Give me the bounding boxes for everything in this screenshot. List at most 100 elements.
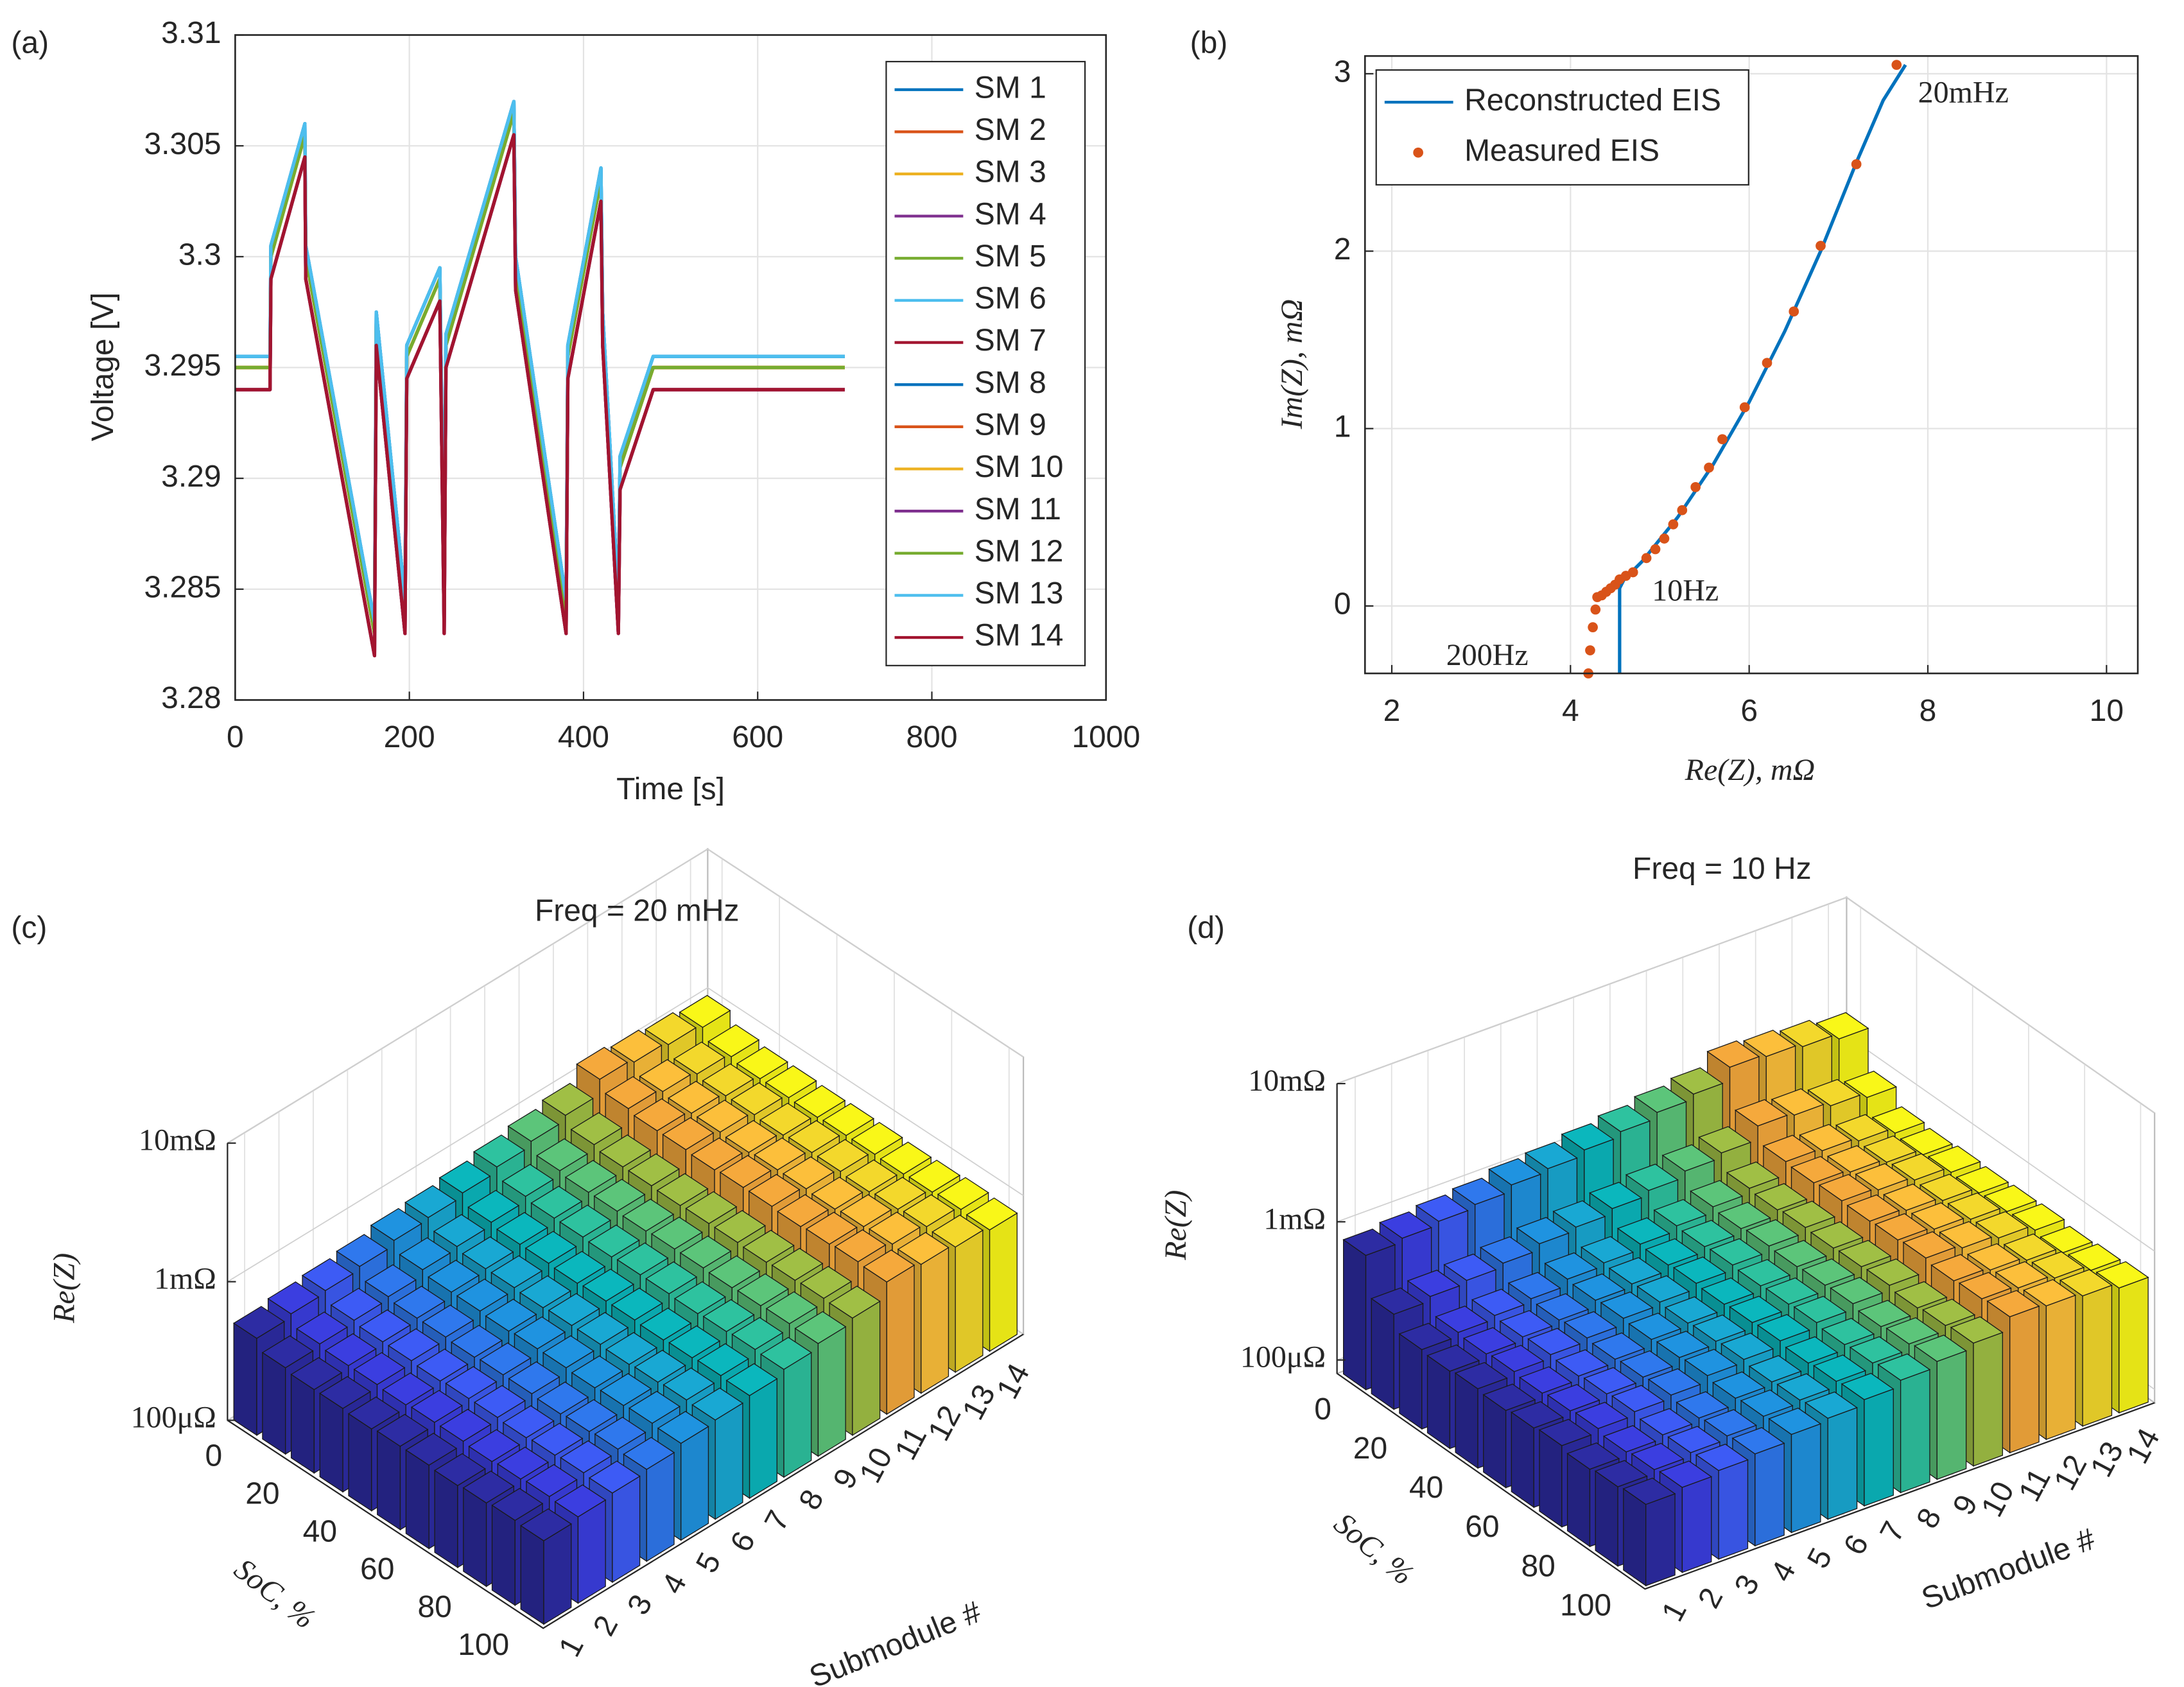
bar-top <box>519 1275 571 1308</box>
bar-top <box>800 1266 853 1299</box>
bar-top <box>1698 1126 1752 1154</box>
bar-top <box>1950 1316 2004 1344</box>
bar-top <box>1452 1177 1505 1206</box>
x-tick-label: 2 <box>1383 694 1401 728</box>
bar-top <box>1676 1391 1729 1419</box>
bar-front <box>680 1426 709 1541</box>
y-tick-label: 20 <box>1353 1432 1387 1466</box>
bar-top <box>817 1139 869 1172</box>
bar-top <box>1835 1114 1889 1141</box>
bar-top <box>1902 1231 1956 1259</box>
bar-top <box>1661 1144 1715 1172</box>
bar-top <box>1863 1135 1917 1163</box>
bar-top <box>336 1234 388 1267</box>
legend-label: SM 1 <box>975 71 1046 105</box>
x-tick-label: 4 <box>1562 694 1579 728</box>
x-tick-label: 1 <box>553 1631 591 1662</box>
bar-top <box>1939 1221 1993 1249</box>
bar-top <box>537 1381 589 1415</box>
bar-top <box>1600 1291 1654 1319</box>
bar-front <box>1864 1388 1894 1507</box>
bar-top <box>1555 1349 1609 1377</box>
bar-top <box>1975 1211 2029 1239</box>
legend-box <box>1375 69 1749 186</box>
x-tick-label: 0 <box>227 720 244 754</box>
bar-top <box>1821 1317 1875 1345</box>
bar-top <box>382 1372 435 1406</box>
chart-title: Freq = 20 mHz <box>535 894 740 928</box>
x-tick-label: 12 <box>2048 1449 2094 1496</box>
bar-top <box>708 1255 761 1288</box>
bar-top <box>1813 1354 1867 1382</box>
legend-label: SM 6 <box>975 282 1046 316</box>
bar-top <box>1927 1145 1981 1173</box>
bar-side <box>262 1351 286 1455</box>
bar <box>1622 1477 1676 1587</box>
bar-top <box>1849 1336 1903 1364</box>
bar-top <box>524 1231 577 1264</box>
bar-top <box>422 1304 474 1338</box>
bar-top <box>1462 1327 1516 1354</box>
bar-top <box>731 1082 783 1116</box>
bar-top <box>570 1112 623 1145</box>
x-tick-label: 4 <box>655 1568 693 1599</box>
bar-top <box>565 1399 618 1432</box>
bar-top <box>1645 1238 1699 1266</box>
bar-top <box>536 1138 589 1172</box>
bar-top <box>1656 1330 1710 1358</box>
bar-top <box>1874 1213 1928 1241</box>
bar-top <box>639 1059 691 1093</box>
bar-top <box>1855 1163 1909 1191</box>
bar <box>520 1508 572 1625</box>
grid-line <box>227 848 1024 1144</box>
panel-label: (c) <box>11 911 47 945</box>
bar-top <box>1519 1366 1573 1394</box>
bar-top <box>472 1134 525 1168</box>
bar-front <box>577 1499 606 1604</box>
bar-top <box>1701 1277 1755 1305</box>
bar-top <box>1785 1336 1839 1364</box>
bar-side <box>1623 1487 1647 1587</box>
bar-top <box>845 1159 898 1193</box>
bar-side <box>1566 1453 1591 1548</box>
bar-front <box>2045 1294 2076 1440</box>
axes-frame <box>234 34 1107 701</box>
bar-top <box>497 1446 549 1480</box>
bar-top <box>1779 1019 1833 1048</box>
bar-top <box>1986 1290 2040 1318</box>
z-tick-label: 100μΩ <box>1240 1340 1326 1374</box>
bar-top <box>542 1335 594 1369</box>
bar-top <box>267 1281 320 1315</box>
bar-top <box>1659 1460 1713 1488</box>
bar-top <box>576 1046 628 1080</box>
bar-top <box>1846 1194 1900 1222</box>
bar-top <box>1911 1202 1964 1230</box>
x-tick-label: 3 <box>1728 1570 1766 1600</box>
bar-top <box>1407 1269 1460 1297</box>
bar-top <box>507 1109 560 1142</box>
bar-front <box>1645 1493 1676 1587</box>
bar-top <box>834 1229 887 1263</box>
y-tick-label: 2 <box>1334 232 1351 266</box>
bar-top <box>1726 1161 1780 1189</box>
y-tick-label: 80 <box>417 1590 451 1624</box>
bar-top <box>232 1306 285 1339</box>
bar-top <box>433 1214 485 1247</box>
bar-top <box>1922 1299 1976 1326</box>
bar-top <box>903 1194 955 1227</box>
bar-top <box>1810 1221 1864 1249</box>
legend-label: SM 8 <box>975 366 1046 400</box>
bar-top <box>645 1012 697 1046</box>
bar-top <box>1771 1088 1824 1116</box>
bar-top <box>548 1293 600 1326</box>
bar-top <box>777 1194 829 1227</box>
bar-top <box>405 1432 458 1466</box>
bar-top <box>1782 1200 1836 1228</box>
data-point <box>1891 60 1902 70</box>
panel-label: (a) <box>11 26 49 60</box>
bar-top <box>1729 1295 1783 1323</box>
bar-side <box>520 1525 544 1625</box>
bar-top <box>788 1120 840 1154</box>
bar-top <box>1488 1158 1542 1186</box>
data-point <box>1851 159 1862 169</box>
